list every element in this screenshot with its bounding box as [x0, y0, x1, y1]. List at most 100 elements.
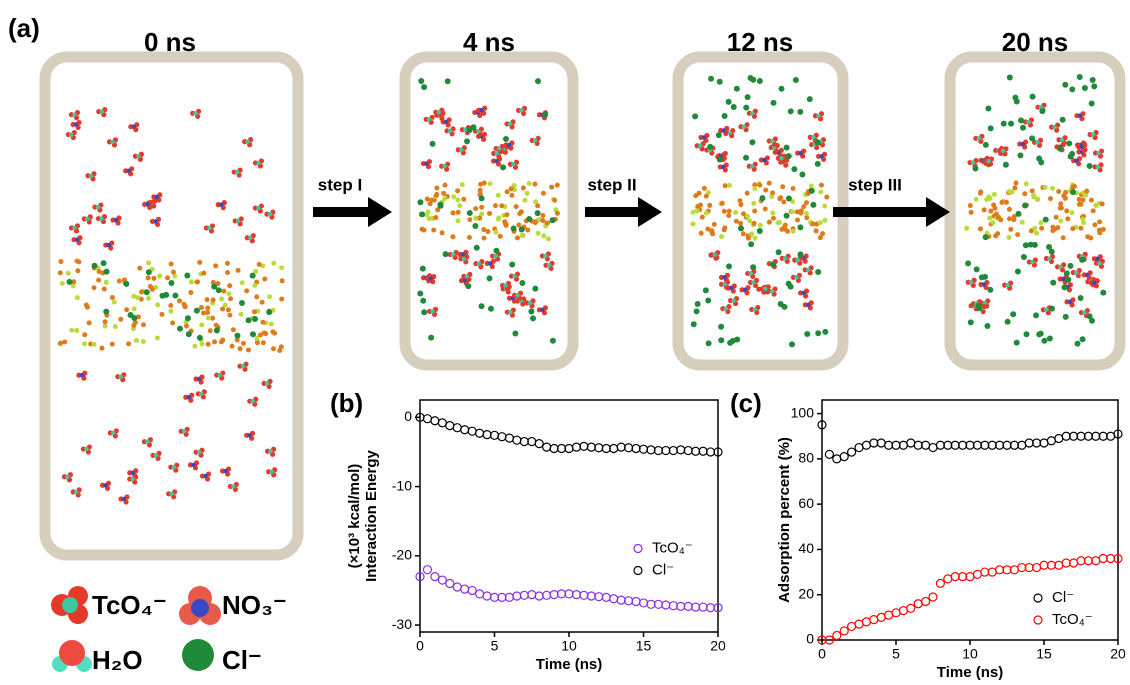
framework [86, 320, 92, 326]
chloride [193, 307, 200, 314]
chloride [486, 275, 493, 282]
atom [73, 122, 79, 127]
framework [426, 216, 432, 222]
framework [770, 215, 776, 221]
data-point [534, 591, 544, 601]
chloride [756, 228, 763, 235]
framework [495, 216, 501, 222]
framework [751, 220, 757, 226]
atom [245, 139, 250, 144]
chloride [781, 303, 788, 310]
data-point [683, 445, 693, 456]
framework [798, 210, 804, 216]
framework [201, 310, 207, 316]
atom [1084, 272, 1090, 278]
chloride [163, 291, 170, 298]
chloride [730, 104, 737, 111]
framework [473, 206, 479, 212]
framework [116, 278, 122, 284]
data-point [467, 426, 477, 436]
data-point [445, 421, 455, 431]
framework [205, 309, 211, 315]
atom [493, 253, 498, 259]
framework [737, 198, 743, 204]
chloride [1065, 276, 1072, 283]
chloride [1031, 241, 1038, 248]
framework [554, 210, 560, 216]
framework [817, 235, 823, 241]
chloride [1029, 135, 1036, 142]
chloride [417, 199, 424, 206]
chloride [185, 331, 192, 338]
data-point [437, 575, 447, 585]
framework [455, 218, 461, 224]
atom [712, 252, 718, 257]
chloride [509, 261, 516, 268]
chloride [1069, 86, 1076, 93]
chloride [493, 247, 500, 254]
atom [256, 205, 261, 211]
data-point [861, 617, 872, 627]
chloride [418, 77, 425, 84]
framework [205, 305, 211, 311]
chloride [249, 272, 256, 279]
chloride [503, 135, 510, 142]
chloride [1077, 294, 1084, 301]
y-tick-label: 0 [404, 408, 412, 424]
data-point [913, 440, 923, 450]
chloride [1022, 242, 1029, 249]
data-point [854, 442, 864, 453]
chloride [1010, 311, 1017, 318]
framework [70, 283, 76, 289]
framework [210, 297, 216, 303]
framework [124, 307, 130, 313]
atom [460, 252, 466, 257]
data-point [876, 612, 886, 622]
atom [795, 257, 800, 263]
data-point [638, 444, 649, 454]
atom [106, 242, 111, 248]
chloride [708, 75, 715, 82]
framework [262, 276, 268, 282]
data-point [571, 590, 582, 600]
framework [993, 233, 999, 239]
data-point [638, 598, 649, 608]
chloride [799, 171, 806, 178]
framework [99, 345, 105, 351]
data-point [898, 440, 909, 450]
x-tick-label: 5 [491, 638, 499, 654]
chloride [1067, 262, 1074, 269]
atom [752, 307, 757, 312]
chloride [1048, 248, 1055, 255]
framework [540, 190, 546, 196]
chloride [1020, 253, 1027, 260]
framework [549, 184, 555, 190]
data-point [631, 443, 641, 454]
atom [503, 283, 508, 288]
framework [999, 199, 1005, 205]
atom [1090, 132, 1096, 137]
chloride [528, 308, 535, 315]
framework [1034, 230, 1040, 236]
data-point [601, 443, 611, 454]
framework [102, 323, 108, 329]
x-tick-label: 20 [1110, 646, 1126, 662]
chloride [797, 224, 804, 231]
data-point [987, 567, 997, 577]
x-tick-label: 10 [561, 638, 577, 654]
framework [804, 215, 810, 221]
framework [820, 231, 826, 237]
step-label: step II [587, 175, 636, 194]
chloride [1000, 120, 1007, 127]
atom [99, 216, 104, 221]
framework [726, 182, 732, 188]
data-point [609, 594, 619, 604]
framework [222, 302, 228, 308]
framework [719, 200, 725, 206]
atom [217, 372, 222, 378]
framework [168, 261, 174, 267]
framework [96, 269, 102, 275]
atom [118, 374, 123, 379]
framework [431, 227, 437, 233]
